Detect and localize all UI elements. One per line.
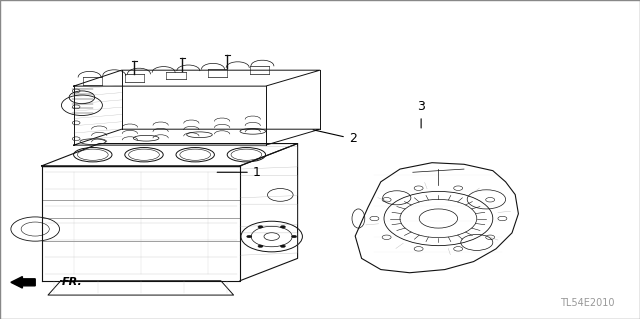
Circle shape xyxy=(258,245,263,248)
Text: FR.: FR. xyxy=(62,277,83,287)
Text: 3: 3 xyxy=(417,100,425,128)
Circle shape xyxy=(292,235,297,238)
Circle shape xyxy=(258,226,263,228)
Circle shape xyxy=(280,226,285,228)
Text: 2: 2 xyxy=(313,130,356,145)
Circle shape xyxy=(246,235,252,238)
Circle shape xyxy=(280,245,285,248)
FancyArrow shape xyxy=(11,277,35,288)
Text: 1: 1 xyxy=(217,166,260,179)
Text: TL54E2010: TL54E2010 xyxy=(560,298,614,308)
